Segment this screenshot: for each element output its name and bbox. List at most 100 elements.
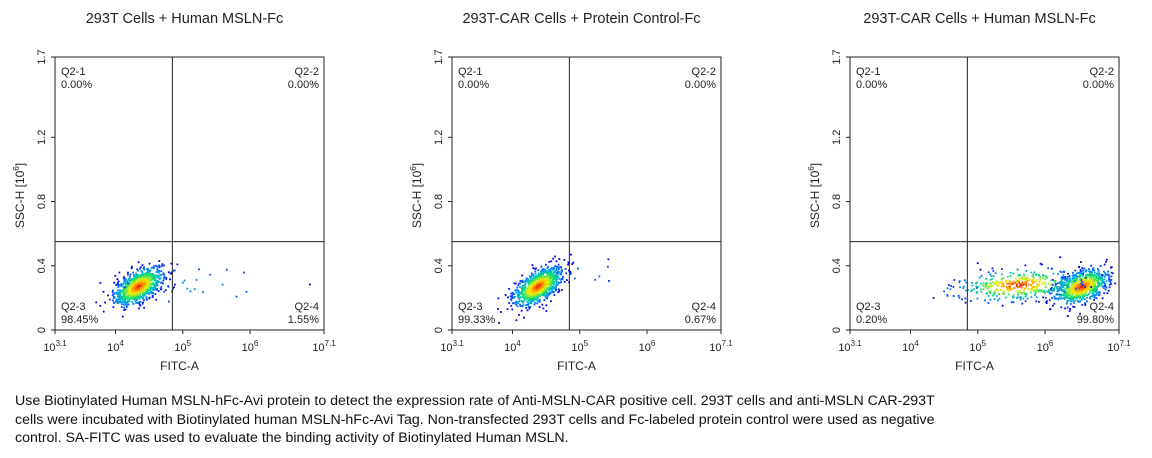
event-dot <box>514 289 517 292</box>
event-dot <box>1072 282 1074 285</box>
event-dot <box>129 296 132 299</box>
event-dot <box>1097 268 1099 270</box>
event-dot <box>550 283 553 286</box>
event-dot <box>553 287 556 290</box>
event-dot <box>1053 289 1055 292</box>
event-dot <box>525 307 527 309</box>
event-dot <box>526 300 529 303</box>
event-dot <box>1007 285 1010 288</box>
event-dot <box>156 288 159 290</box>
event-dot <box>554 273 557 276</box>
event-dot <box>1061 282 1064 285</box>
event-dot <box>553 275 556 278</box>
event-dot <box>539 293 541 296</box>
event-dot <box>1066 286 1068 289</box>
event-dot <box>221 283 224 286</box>
event-dot <box>136 280 138 282</box>
event-dot <box>1063 291 1066 293</box>
event-dot <box>142 301 144 304</box>
event-dot <box>554 285 557 288</box>
event-dot <box>535 267 537 270</box>
event-dot <box>1020 284 1023 287</box>
event-dot <box>1015 297 1018 299</box>
event-dot <box>121 315 124 318</box>
event-dot <box>985 281 988 284</box>
event-dot <box>1076 292 1078 295</box>
event-dot <box>571 263 574 265</box>
event-dot <box>158 264 161 267</box>
event-dot <box>550 287 553 290</box>
event-dot <box>526 280 529 282</box>
event-dot <box>552 291 554 293</box>
event-dot <box>1018 281 1021 284</box>
event-dot <box>559 266 562 268</box>
event-dot <box>142 283 144 286</box>
event-dot <box>515 291 518 294</box>
event-dot <box>1082 273 1084 275</box>
event-dot <box>1093 276 1096 279</box>
event-dot <box>99 282 102 284</box>
event-dot <box>532 273 535 276</box>
event-dot <box>1104 272 1107 274</box>
event-dot <box>120 306 123 308</box>
event-dot <box>121 303 123 306</box>
quadrant-percent: 0.20% <box>856 314 887 326</box>
event-dot <box>1066 296 1069 299</box>
event-dot <box>550 291 552 294</box>
event-dot <box>1031 279 1034 282</box>
event-dot <box>131 265 133 268</box>
event-dot <box>117 281 119 284</box>
event-dot <box>521 274 524 277</box>
event-dot <box>1109 281 1112 284</box>
event-dot <box>524 290 527 293</box>
event-dot <box>1024 278 1027 281</box>
x-tick-label: 106 <box>242 339 259 354</box>
event-dot <box>961 298 963 301</box>
event-dot <box>525 287 527 290</box>
event-dot <box>543 275 546 278</box>
event-dot <box>517 284 520 286</box>
event-dot <box>1091 283 1094 286</box>
event-dot <box>138 301 141 303</box>
event-dot <box>511 308 514 311</box>
event-dot <box>125 292 128 294</box>
event-dot <box>158 260 161 262</box>
event-dot <box>132 279 134 282</box>
event-dot <box>550 274 552 277</box>
event-dot <box>153 286 156 289</box>
event-dot <box>141 290 144 293</box>
event-dot <box>1098 282 1101 284</box>
event-dot <box>140 296 143 299</box>
event-dot <box>1066 306 1069 309</box>
event-dot <box>515 303 517 305</box>
event-dot <box>511 297 513 299</box>
event-dot <box>512 302 514 305</box>
event-dot <box>149 284 152 286</box>
event-dot <box>156 268 159 270</box>
event-dot <box>1072 305 1074 308</box>
event-dot <box>1103 270 1105 273</box>
event-dot <box>1007 289 1009 291</box>
event-dot <box>1053 302 1056 305</box>
event-dot <box>148 293 151 295</box>
event-dot <box>142 278 144 280</box>
event-dot <box>557 276 560 279</box>
event-dot <box>526 291 529 294</box>
event-dot <box>134 295 137 298</box>
event-dot <box>1030 289 1033 291</box>
event-dot <box>1075 275 1077 277</box>
event-dot <box>158 280 160 283</box>
event-dot <box>1069 294 1071 297</box>
event-dot <box>948 284 950 286</box>
event-dot <box>1067 296 1070 299</box>
event-dot <box>124 296 127 298</box>
quadrant-name: Q2-1 <box>458 66 482 78</box>
event-dot <box>1102 285 1104 288</box>
event-dot <box>156 289 158 291</box>
event-dot <box>537 281 539 284</box>
event-dot <box>551 289 553 291</box>
event-dot <box>546 280 548 283</box>
event-dot <box>542 307 545 310</box>
event-dot <box>138 290 141 293</box>
event-dot <box>545 296 548 299</box>
